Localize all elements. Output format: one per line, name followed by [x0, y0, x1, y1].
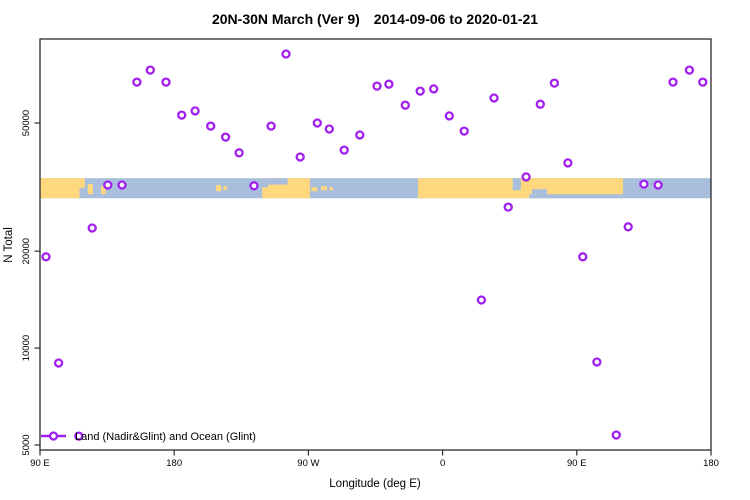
data-point: [117, 180, 127, 190]
data-point: [578, 252, 588, 262]
y-tick-label: 5000: [21, 434, 32, 455]
data-point: [249, 181, 259, 191]
data-point: [444, 111, 454, 121]
y-tick-label: 10000: [21, 335, 32, 361]
data-point: [103, 180, 113, 190]
ocean-patch: [512, 178, 521, 191]
x-axis-title: Longitude (deg E): [329, 478, 421, 490]
plot-border: [39, 38, 712, 451]
data-point: [549, 78, 560, 88]
y-tick-label: 20000: [21, 238, 32, 264]
data-point: [177, 110, 187, 120]
data-point: [623, 222, 633, 232]
land-patch: [223, 186, 228, 191]
data-point: [503, 202, 513, 212]
data-point: [161, 77, 171, 87]
x-tick-label: 180: [166, 458, 182, 469]
legend-label: Land (Nadir&Glint) and Ocean (Glint): [75, 431, 256, 443]
data-point: [74, 431, 84, 441]
data-point: [339, 145, 349, 155]
y-axis-title: N Total: [3, 227, 15, 263]
data-point: [429, 84, 439, 94]
data-point: [535, 99, 545, 109]
data-point: [372, 81, 382, 91]
data-point: [639, 179, 649, 189]
data-point: [563, 158, 573, 168]
land-patch: [329, 187, 334, 191]
data-point: [489, 93, 499, 103]
data-point: [415, 86, 425, 96]
data-point: [87, 223, 97, 233]
data-point: [476, 295, 487, 305]
data-point: [324, 124, 334, 134]
data-point: [355, 130, 365, 140]
data-point: [132, 77, 142, 87]
data-point: [281, 49, 291, 59]
x-tick-label: 90 W: [297, 458, 319, 469]
data-point: [145, 65, 155, 75]
data-point: [684, 65, 695, 75]
legend-marker-icon: [48, 431, 59, 441]
data-point: [521, 172, 531, 182]
legend: Land (Nadir&Glint) and Ocean (Glint): [41, 431, 256, 443]
data-point: [400, 100, 410, 110]
data-point: [653, 180, 663, 190]
data-point: [592, 357, 602, 367]
data-point: [41, 252, 51, 262]
land-patch: [87, 184, 93, 195]
land-patch: [40, 178, 80, 199]
data-point: [266, 121, 276, 131]
data-point: [295, 152, 305, 162]
data-point: [206, 121, 216, 131]
land-patch: [101, 186, 106, 195]
y-tick-label: 50000: [21, 110, 32, 136]
world-map-band: [40, 178, 711, 199]
land-patch: [79, 178, 85, 189]
data-point: [611, 430, 621, 440]
data-point: [668, 77, 678, 87]
data-point: [190, 106, 200, 116]
data-point: [234, 148, 244, 158]
data-point: [220, 132, 231, 142]
land-patch: [262, 187, 269, 199]
x-tick-label: 90 E: [30, 458, 50, 469]
data-point: [698, 77, 708, 87]
data-point: [384, 79, 394, 89]
data-point: [459, 126, 469, 136]
data-point: [312, 118, 322, 128]
ocean-patch: [529, 194, 624, 199]
data-points: [41, 49, 708, 441]
land-patch: [215, 185, 222, 192]
x-tick-label: 0: [440, 458, 445, 469]
chart-title: 20N-30N March (Ver 9) 2014-09-06 to 2020…: [212, 11, 538, 27]
ocean-patch: [268, 178, 288, 185]
land-patch: [321, 186, 328, 191]
ocean-patch: [532, 189, 547, 195]
x-tick-label: 90 E: [567, 458, 587, 469]
axis-ticks: 90 E 180 90 W 0 90 E 180 50000 20000 10000 5000: [21, 110, 719, 469]
data-point: [53, 358, 64, 368]
x-tick-label: 180: [703, 458, 719, 469]
land-patch: [311, 187, 318, 192]
